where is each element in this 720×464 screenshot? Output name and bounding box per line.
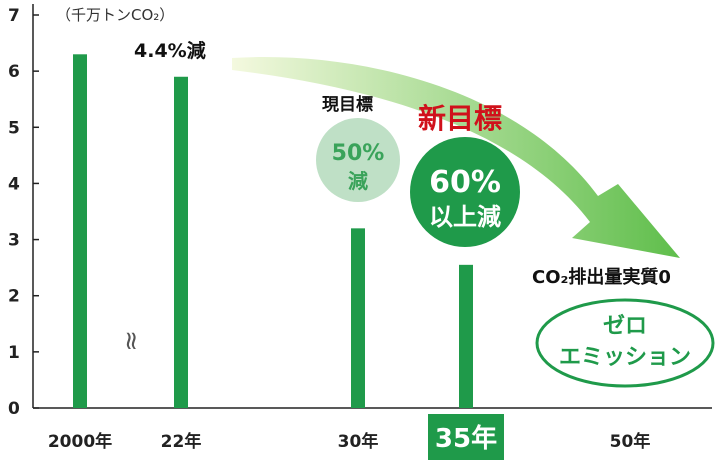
x-tick-label: 2000年 <box>48 431 112 452</box>
current-target-circle <box>316 118 400 202</box>
y-tick-label: 5 <box>8 118 20 138</box>
axis-break-symbol: ≈ <box>116 330 146 352</box>
new-target-circle <box>410 137 520 247</box>
reduction-trend-arrow <box>232 57 680 259</box>
new-target-title: 新目標 <box>418 102 502 135</box>
bars <box>73 54 473 409</box>
bar-2 <box>351 228 365 408</box>
x-tick-label: 30年 <box>338 431 379 452</box>
y-tick-label: 7 <box>8 6 20 26</box>
current-target-value: 50% <box>332 141 385 166</box>
y-axis-unit-label: （千万トンCO₂） <box>56 6 174 24</box>
y-tick-label: 1 <box>8 343 20 363</box>
zero-emission-ellipse <box>535 298 715 388</box>
bar-1 <box>174 76 188 408</box>
x-axis-labels: 2000年 22年 30年 35年 50年 <box>48 414 651 460</box>
bar-3 <box>459 264 473 408</box>
y-axis-ticks: 0 1 2 3 4 5 6 7 <box>8 6 39 419</box>
zero-emission-line2: エミッション <box>559 345 691 370</box>
x-tick-label: 35年 <box>435 423 497 454</box>
zero-emission-line1: ゼロ <box>603 314 647 339</box>
y-tick-label: 0 <box>8 399 20 419</box>
y-tick-label: 2 <box>8 287 20 307</box>
highlight-year-box <box>428 414 504 460</box>
bar-0 <box>73 54 87 409</box>
y-tick-label: 4 <box>8 174 20 194</box>
new-target-value: 60% <box>429 165 501 200</box>
reduction-22-label: 4.4%減 <box>134 39 206 62</box>
current-target-suffix: 減 <box>348 169 368 193</box>
zero-emission-title: CO₂排出量実質0 <box>532 266 671 288</box>
current-target-title: 現目標 <box>322 94 373 115</box>
new-target-suffix: 以上減 <box>429 203 501 231</box>
x-tick-label: 22年 <box>161 431 202 452</box>
x-tick-label: 50年 <box>610 431 651 452</box>
y-tick-label: 6 <box>8 62 20 82</box>
y-tick-label: 3 <box>8 231 20 251</box>
